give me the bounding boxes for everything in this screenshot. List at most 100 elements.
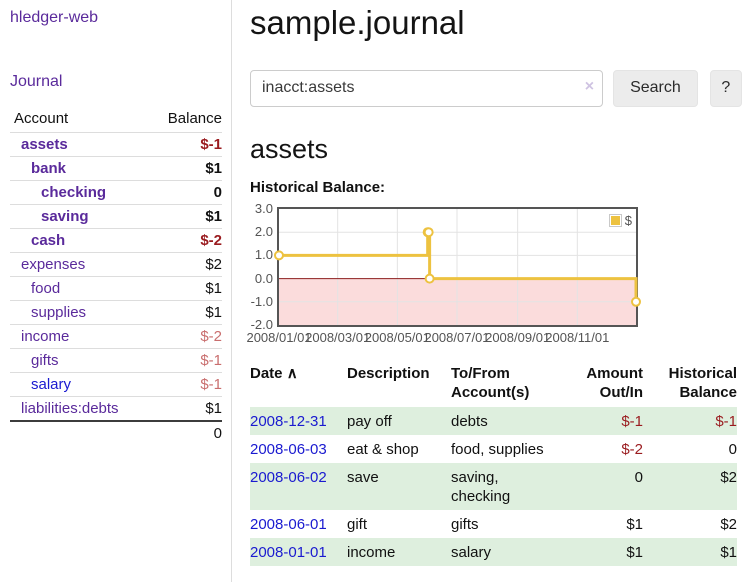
account-balance: $-2 (151, 228, 222, 253)
register-row: 2008-01-01 income salary $1 $1 (250, 537, 737, 566)
register-row: 2008-12-31 pay off debts $-1 $-1 (250, 406, 737, 435)
help-button[interactable]: ? (709, 69, 742, 107)
register-row: 2008-06-01 gift gifts $1 $2 (250, 510, 737, 538)
x-axis-tick-label: 2008/07/01 (424, 329, 490, 345)
accounts-col-balance: Balance (151, 106, 222, 133)
account-balance: $-1 (151, 348, 222, 373)
account-link[interactable]: gifts (31, 352, 59, 369)
y-axis-tick-label: 1.0 (254, 247, 273, 263)
register-row: 2008-06-02 save saving, checking 0 $2 (250, 462, 737, 510)
accounts-total-row: 0 (10, 420, 222, 445)
transaction-balance: $2 (720, 515, 737, 533)
historical-balance-chart: $ 2008/01/01 2008/03/01 2008/05/01 2008/07/… (246, 201, 665, 348)
y-axis-tick-label: -1.0 (250, 293, 273, 309)
transaction-balance: 0 (728, 440, 737, 458)
transaction-date-link[interactable]: 2008-01-01 (250, 543, 327, 561)
transaction-description: save (347, 468, 379, 486)
account-title: assets (250, 133, 329, 164)
search-button[interactable]: Search (613, 69, 698, 107)
transaction-balance: $1 (720, 543, 737, 561)
transaction-date-link[interactable]: 2008-12-31 (250, 412, 327, 430)
accounts-total-value: 0 (151, 420, 222, 445)
account-link[interactable]: salary (31, 376, 72, 393)
accounts-table: Account Balance assets $-1 bank $1 checking 0… (10, 106, 222, 445)
clear-search-icon[interactable]: × (584, 77, 595, 95)
account-link[interactable]: liabilities:debts (21, 400, 119, 417)
main-content: sample.journal × Search ? assets Histori… (233, 0, 742, 582)
y-axis-tick-label: -2.0 (250, 316, 273, 332)
transaction-accounts: gifts (451, 515, 479, 533)
account-row: saving $1 (10, 204, 222, 229)
account-row: bank $1 (10, 156, 222, 181)
search-form: × Search ? (250, 69, 742, 107)
transaction-accounts: debts (451, 412, 488, 430)
register-header-row: Date ∧ Description To/From Account(s) Am… (250, 362, 737, 407)
legend-swatch-icon (608, 213, 622, 227)
transaction-balance: $2 (720, 468, 737, 486)
sidebar-item-journal[interactable]: Journal (10, 73, 63, 90)
legend-label: $ (624, 212, 632, 228)
chart-plot-area: $ (274, 206, 641, 327)
page-title: sample.journal (250, 4, 465, 41)
accounts-header-row: Account Balance (10, 106, 222, 133)
register-row: 2008-06-03 eat & shop food, supplies $-2 0 (250, 435, 737, 463)
chart-x-axis-labels: 2008/01/01 2008/03/01 2008/05/01 2008/07/01… (246, 329, 665, 348)
account-link[interactable]: cash (31, 232, 66, 249)
transaction-date-link[interactable]: 2008-06-01 (250, 515, 327, 533)
register-col-amount: Amount Out/In (586, 364, 643, 401)
y-axis-tick-label: 3.0 (254, 200, 273, 216)
spacer (10, 420, 152, 445)
account-balance: $1 (151, 276, 222, 301)
account-row: gifts $-1 (10, 348, 222, 373)
transaction-date-link[interactable]: 2008-06-03 (250, 440, 327, 458)
account-balance: $-1 (151, 132, 222, 157)
transaction-description: income (347, 543, 396, 561)
account-balance: 0 (151, 180, 222, 205)
chart-svg (274, 208, 641, 325)
register-table-body: 2008-12-31 pay off debts $-1 $-1 2008-06-03 ea… (250, 406, 737, 566)
account-balance: $1 (151, 156, 222, 181)
chart-title: Historical Balance: (250, 178, 386, 196)
x-axis-tick-label: 2008/01/01 (246, 329, 312, 345)
account-balance: $2 (151, 252, 222, 277)
account-row: checking 0 (10, 180, 222, 205)
register-col-accounts: To/From Account(s) (451, 364, 530, 401)
x-axis-tick-label: 2008/11/01 (545, 329, 610, 345)
transaction-accounts: salary (451, 543, 492, 561)
transaction-date-link[interactable]: 2008-06-02 (250, 468, 327, 486)
account-link[interactable]: saving (41, 208, 89, 225)
account-link[interactable]: supplies (31, 304, 87, 321)
transaction-description: pay off (347, 412, 392, 430)
x-axis-tick-label: 2008/03/01 (305, 329, 371, 345)
account-link[interactable]: bank (31, 160, 67, 177)
account-row: assets $-1 (10, 132, 222, 157)
account-row: supplies $1 (10, 300, 222, 325)
account-row: liabilities:debts $1 (10, 396, 222, 422)
transaction-accounts: saving, checking (451, 468, 511, 505)
sidebar: hledger-web Journal Account Balance asse… (0, 0, 232, 582)
search-input[interactable] (250, 69, 604, 107)
sort-ascending-icon: ∧ (286, 364, 298, 382)
account-row: expenses $2 (10, 252, 222, 277)
register-col-date[interactable]: Date ∧ (250, 364, 298, 382)
account-link[interactable]: checking (41, 184, 107, 201)
app-brand-link[interactable]: hledger-web (10, 9, 99, 26)
account-row: cash $-2 (10, 228, 222, 253)
account-balance: $1 (151, 300, 222, 325)
transaction-amount: 0 (634, 468, 643, 486)
account-link[interactable]: food (31, 280, 61, 297)
transaction-amount: $-1 (621, 412, 643, 430)
transaction-amount: $-2 (621, 440, 643, 458)
register-table: Date ∧ Description To/From Account(s) Am… (250, 362, 737, 566)
account-link[interactable]: income (21, 328, 70, 345)
x-axis-tick-label: 2008/09/01 (485, 329, 551, 345)
accounts-col-account: Account (10, 106, 152, 133)
account-link[interactable]: assets (21, 136, 68, 153)
account-balance: $1 (151, 204, 222, 229)
transaction-amount: $1 (626, 543, 643, 561)
transaction-balance: $-1 (715, 412, 737, 430)
account-row: food $1 (10, 276, 222, 301)
register-col-balance: Historical Balance (668, 364, 737, 401)
account-row: salary $-1 (10, 372, 222, 397)
account-link[interactable]: expenses (21, 256, 86, 273)
